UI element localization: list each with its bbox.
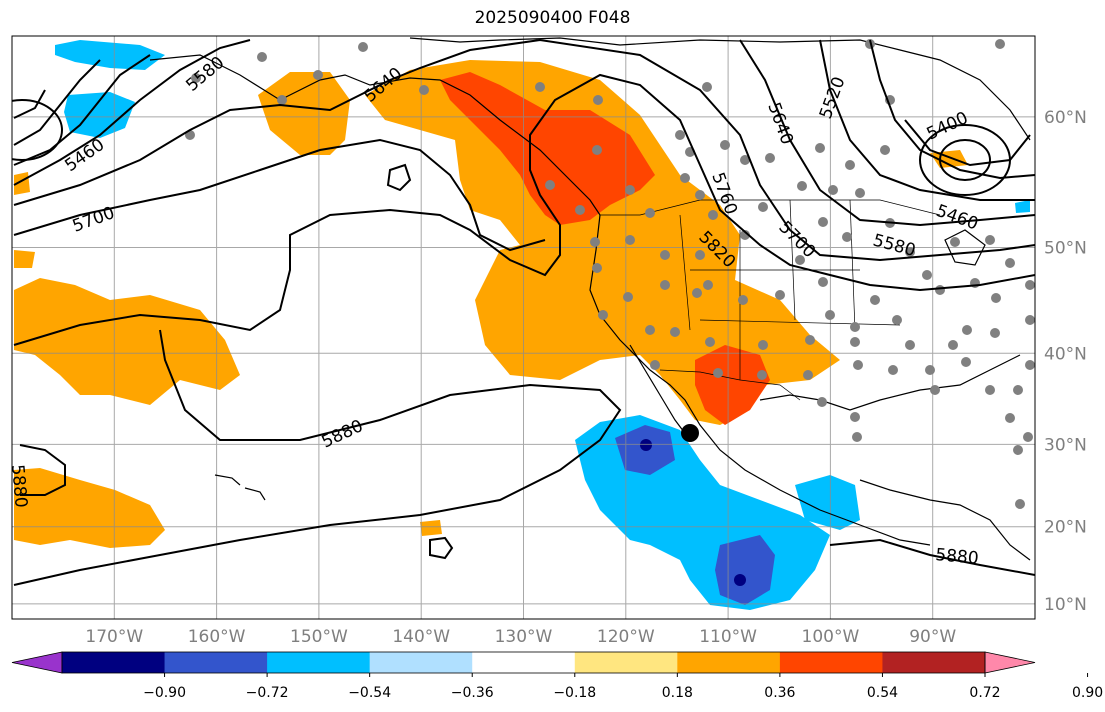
colorbar-tick-label: 0.18 <box>662 685 693 701</box>
colorbar-segment <box>267 652 371 673</box>
latitude-tick-label: 60°N <box>1044 108 1087 128</box>
colorbar-segment <box>62 652 166 673</box>
colorbar-tick-label: 0.36 <box>764 685 795 701</box>
border-state-1 <box>679 214 691 331</box>
borders <box>600 199 941 401</box>
latitude-tick-label: 50°N <box>1044 239 1087 259</box>
contour-label: 5880 <box>935 545 980 569</box>
border-state-6 <box>699 319 901 326</box>
anomaly-positive-small-3 <box>420 520 442 536</box>
colorbar-tick-label: 0.72 <box>969 685 1000 701</box>
colorbar-tick-label: −0.72 <box>246 685 289 701</box>
longitude-tick-label: 130°W <box>495 627 553 647</box>
storm-center-marker <box>681 424 699 442</box>
anomaly-positive-hawaii-west <box>14 468 165 548</box>
anomaly-positive-central-pacific <box>14 278 240 405</box>
colorbar-segment <box>472 652 576 673</box>
height-contours <box>12 38 1035 586</box>
latitude-tick-label: 10°N <box>1044 595 1087 615</box>
contour-small-loop <box>386 163 412 192</box>
contour-line-5460 <box>13 89 1031 167</box>
longitude-tick-label: 150°W <box>290 627 348 647</box>
latitude-tick-label: 20°N <box>1044 518 1087 538</box>
colorbar-tick-label: −0.36 <box>451 685 494 701</box>
colorbar-extend-high <box>984 651 1036 674</box>
contour-line-5880-south <box>13 329 622 586</box>
contour-line-5700 <box>13 38 1035 262</box>
graticule <box>12 36 1035 619</box>
coast-baja <box>629 344 691 441</box>
contour-line-5520 <box>13 39 1035 180</box>
contour-low-east <box>919 124 1011 196</box>
coast-great-lakes <box>944 229 986 266</box>
border-state-4 <box>849 199 856 331</box>
plot-title: 2025090400 F048 <box>474 8 631 28</box>
anomaly-strong-gulf-alaska <box>440 72 655 225</box>
anomaly-extreme-negative-2 <box>734 574 746 586</box>
contour-line-5640 <box>13 39 1035 227</box>
longitude-tick-label: 110°W <box>699 627 757 647</box>
anomaly-fills <box>14 40 1030 610</box>
border-state-3 <box>789 199 796 321</box>
colorbar-segment <box>369 652 473 673</box>
contour-line-5820 <box>13 73 1035 346</box>
coast-alaska <box>149 54 601 216</box>
coast-gulf <box>759 354 1021 411</box>
anomaly-strong-negative-2 <box>715 535 775 605</box>
longitude-labels: 170°W 160°W 150°W 140°W 130°W 120°W 110°W 100°W… <box>85 627 956 647</box>
longitude-tick-label: 120°W <box>597 627 655 647</box>
coast-west-us <box>589 214 931 546</box>
contour-line-5760 <box>13 138 546 252</box>
anomaly-positive-north-pacific <box>365 60 840 425</box>
longitude-tick-label: 160°W <box>188 627 246 647</box>
colorbar-tick-label: 0.54 <box>867 685 898 701</box>
colorbar-segment <box>574 652 678 673</box>
colorbar-tick-label: −0.54 <box>348 685 391 701</box>
border-us-canada <box>600 199 941 216</box>
colorbar-tick-label: 0.90 <box>1072 685 1103 701</box>
coast-hawaii <box>214 474 266 501</box>
longitude-tick-label: 140°W <box>392 627 450 647</box>
contour-line-5580 <box>13 39 1035 201</box>
anomaly-negative-central-america <box>795 475 860 530</box>
anomaly-extreme-negative-1 <box>640 439 652 451</box>
contour-label: 5880 <box>7 464 31 509</box>
colorbar-tick-label: −0.18 <box>553 685 596 701</box>
contour-small-loop-2 <box>429 536 454 560</box>
anomaly-negative-bering-2 <box>64 92 135 138</box>
coastlines <box>149 37 1031 561</box>
colorbar-segment <box>779 652 883 673</box>
contour-low-east-inner <box>939 139 991 181</box>
longitude-tick-label: 100°W <box>802 627 860 647</box>
contour-low-west <box>12 99 63 161</box>
longitude-tick-label: 170°W <box>85 627 143 647</box>
colorbar-segment <box>677 652 781 673</box>
station-markers <box>185 39 1035 509</box>
colorbar: −0.90 −0.72 −0.54 −0.36 −0.18 0.18 0.36 0.54 0.7… <box>11 651 1103 701</box>
anomaly-positive-small-2 <box>14 250 35 268</box>
latitude-tick-label: 40°N <box>1044 344 1087 364</box>
longitude-tick-label: 90°W <box>909 627 956 647</box>
map-frame <box>11 35 1036 620</box>
anomaly-negative-small <box>1015 200 1030 213</box>
coast-canada <box>409 37 1031 141</box>
colorbar-segment <box>882 652 986 673</box>
coast-central-america <box>859 479 1031 561</box>
colorbar-tick-label: −0.90 <box>143 685 186 701</box>
anomaly-strong-southwest <box>695 345 770 425</box>
colorbar-segment <box>164 652 268 673</box>
latitude-tick-label: 30°N <box>1044 435 1087 455</box>
colorbar-extend-low <box>11 651 63 674</box>
latitude-labels: 60°N 50°N 40°N 30°N 20°N 10°N <box>1044 108 1087 615</box>
anomaly-positive-alaska <box>258 72 350 155</box>
contour-line-central-america <box>829 538 1035 576</box>
contour-line-5880-west <box>19 444 66 496</box>
colorbar-frame <box>61 651 986 674</box>
